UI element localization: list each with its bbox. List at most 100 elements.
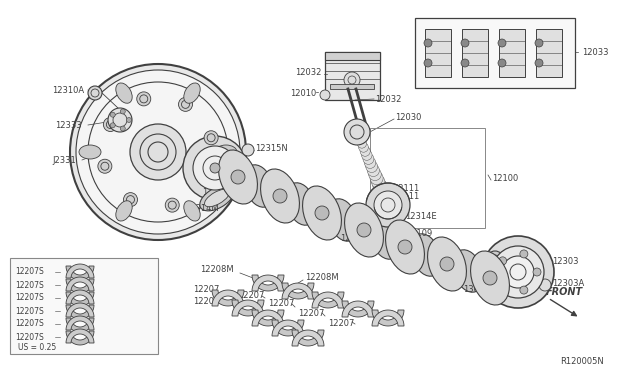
Polygon shape (342, 301, 374, 317)
Text: 12208M: 12208M (200, 266, 234, 275)
Polygon shape (272, 320, 304, 336)
Circle shape (366, 183, 410, 227)
Circle shape (362, 150, 372, 160)
Ellipse shape (184, 83, 200, 103)
Circle shape (353, 128, 361, 136)
Polygon shape (66, 331, 94, 345)
Text: 12109: 12109 (406, 228, 432, 237)
Bar (462, 29, 488, 77)
Circle shape (98, 159, 112, 173)
Polygon shape (282, 283, 314, 299)
Circle shape (424, 39, 432, 47)
Circle shape (498, 39, 506, 47)
Circle shape (440, 257, 454, 271)
Ellipse shape (205, 189, 230, 207)
Text: J2331: J2331 (52, 155, 76, 164)
Circle shape (315, 206, 329, 220)
Polygon shape (312, 292, 344, 308)
Polygon shape (66, 303, 94, 317)
Circle shape (70, 64, 246, 240)
Polygon shape (66, 290, 94, 304)
Bar (325, 52, 380, 60)
Text: 12310A: 12310A (52, 86, 84, 94)
Ellipse shape (344, 203, 383, 257)
Polygon shape (232, 300, 264, 316)
Ellipse shape (116, 83, 132, 103)
Polygon shape (252, 310, 284, 326)
Polygon shape (66, 292, 94, 306)
Circle shape (373, 179, 387, 193)
Text: 12207: 12207 (193, 285, 220, 295)
Circle shape (76, 70, 240, 234)
Circle shape (110, 123, 115, 128)
Circle shape (520, 286, 528, 294)
Circle shape (88, 86, 102, 100)
Circle shape (367, 164, 380, 177)
Bar (370, 128, 485, 228)
Ellipse shape (453, 250, 483, 292)
Circle shape (366, 161, 378, 173)
Circle shape (210, 163, 220, 173)
Text: 12010: 12010 (290, 89, 316, 97)
Circle shape (388, 228, 398, 238)
Text: 12303A: 12303A (552, 279, 584, 288)
Circle shape (110, 112, 115, 117)
Circle shape (376, 186, 390, 201)
Polygon shape (292, 330, 324, 346)
Ellipse shape (260, 169, 300, 223)
Polygon shape (212, 290, 244, 306)
Polygon shape (66, 329, 94, 343)
Polygon shape (66, 316, 94, 330)
Text: R120005N: R120005N (560, 357, 604, 366)
Circle shape (120, 109, 125, 114)
Circle shape (370, 171, 383, 185)
Text: 12315N: 12315N (255, 144, 288, 153)
Circle shape (358, 142, 369, 152)
Ellipse shape (116, 201, 132, 221)
Text: 12200: 12200 (340, 234, 366, 243)
Bar (330, 84, 374, 89)
Polygon shape (282, 283, 314, 299)
Circle shape (104, 118, 117, 131)
Ellipse shape (370, 217, 400, 259)
Ellipse shape (184, 201, 200, 221)
Circle shape (344, 72, 360, 88)
Polygon shape (66, 277, 94, 291)
Ellipse shape (244, 165, 274, 207)
Text: 12207: 12207 (298, 308, 324, 317)
Circle shape (520, 250, 528, 258)
Circle shape (120, 126, 125, 131)
Circle shape (130, 124, 186, 180)
Circle shape (320, 90, 330, 100)
Bar (415, 18, 575, 88)
Circle shape (355, 132, 363, 140)
Text: 12100: 12100 (492, 173, 518, 183)
Polygon shape (272, 320, 304, 336)
Text: 12299: 12299 (510, 244, 536, 253)
Circle shape (179, 97, 193, 111)
Circle shape (124, 193, 138, 206)
Circle shape (498, 59, 506, 67)
Circle shape (242, 144, 254, 156)
Circle shape (371, 175, 385, 189)
Polygon shape (252, 275, 284, 291)
Circle shape (204, 131, 218, 145)
Text: US = 0.25: US = 0.25 (18, 343, 56, 353)
Polygon shape (292, 330, 324, 346)
Circle shape (357, 139, 367, 148)
Circle shape (344, 119, 370, 145)
Ellipse shape (219, 150, 257, 204)
Text: 12207: 12207 (193, 298, 220, 307)
Circle shape (539, 279, 551, 291)
Text: 12207S: 12207S (15, 294, 44, 302)
Ellipse shape (215, 145, 237, 159)
Circle shape (499, 279, 507, 287)
Text: 12032: 12032 (375, 94, 401, 103)
Text: 12314M: 12314M (185, 203, 219, 212)
Circle shape (486, 251, 504, 269)
Polygon shape (66, 266, 94, 280)
Circle shape (356, 135, 365, 144)
Text: 12207S: 12207S (15, 320, 44, 328)
Text: 12330: 12330 (202, 187, 228, 196)
Circle shape (482, 236, 554, 308)
